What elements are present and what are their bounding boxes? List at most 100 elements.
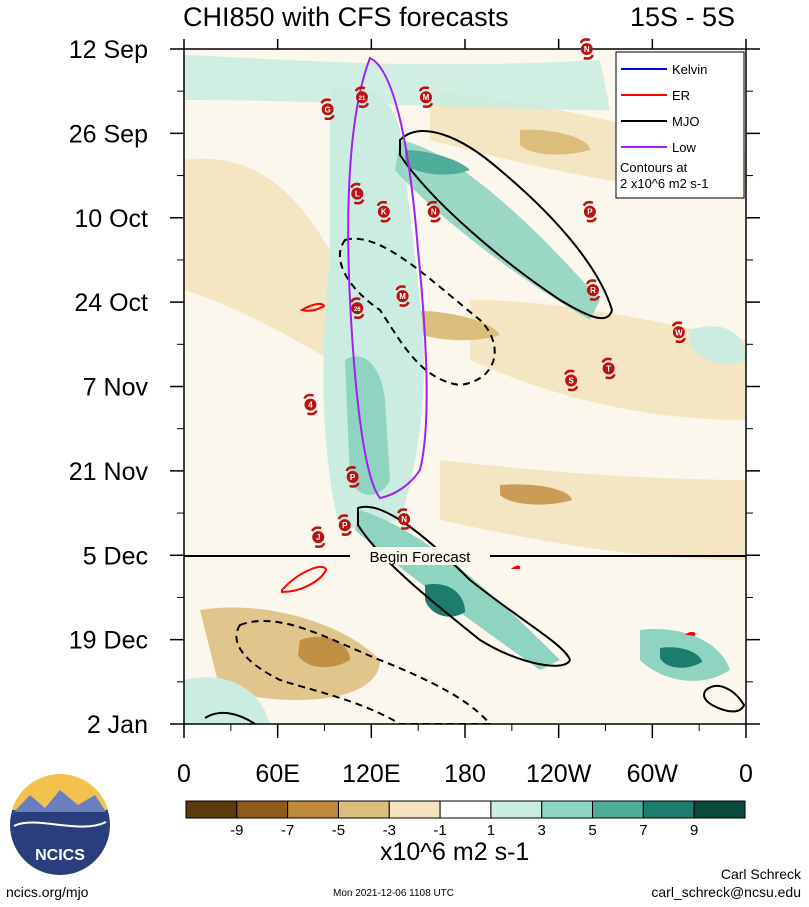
y-tick-label: 26 Sep: [69, 120, 148, 148]
forecast-label: Begin Forecast: [370, 549, 472, 566]
x-tick-label: 180: [444, 760, 486, 788]
storm-marker: G: [320, 98, 335, 121]
storm-marker: N: [579, 38, 594, 60]
storm-label: 21: [359, 96, 366, 102]
colorbar-label: 3: [538, 822, 546, 839]
storm-label: N: [401, 515, 407, 524]
legend-label: MJO: [672, 114, 699, 129]
colorbar-bin: [642, 800, 695, 819]
colorbar-bin: [592, 800, 644, 819]
storm-label: G: [325, 105, 331, 114]
suppressed-region: [500, 484, 572, 505]
storm-marker: N: [426, 200, 441, 223]
mjo-contour: [357, 505, 572, 667]
storm-label: W: [675, 328, 683, 337]
enhanced-region: [184, 677, 270, 724]
storm-label: N: [431, 208, 437, 217]
latitude-band-label: 15S - 5S: [630, 2, 736, 32]
legend-label: ER: [672, 88, 690, 103]
storm-marker: K: [376, 200, 391, 223]
forecast-label-bg: [350, 547, 490, 565]
author-email: carl_schreck@ncsu.edu: [651, 884, 801, 900]
x-tick-label: 60W: [627, 760, 679, 788]
colorbar-label: 1: [487, 822, 495, 839]
enhanced-region: [690, 326, 746, 365]
mjo-contour: [204, 711, 256, 724]
mjo-contour: [703, 685, 746, 713]
storm-label: L: [355, 190, 360, 199]
enhanced-region: [425, 584, 465, 617]
y-tick-label: 5 Dec: [83, 542, 148, 570]
enhanced-region: [405, 150, 470, 175]
storm-marker: 21: [354, 86, 370, 109]
low-contour: [347, 56, 428, 500]
y-tick-label: 12 Sep: [69, 36, 148, 64]
colorbar-bin: [541, 800, 594, 819]
ncics-logo: NCICS: [10, 774, 110, 875]
storm-label: M: [423, 93, 430, 102]
storm-label: S: [568, 376, 574, 385]
storm-label: P: [587, 208, 593, 217]
suppressed-region: [200, 607, 380, 700]
y-tick-label: 10 Oct: [74, 205, 148, 233]
x-tick-label: 0: [739, 760, 753, 788]
storm-label: 4: [308, 401, 313, 410]
colorbar-bin: [236, 800, 289, 819]
storm-marker: 4: [303, 393, 318, 416]
er-contour: [299, 302, 326, 312]
storm-label: 26: [354, 307, 361, 313]
suppressed-region: [520, 129, 590, 155]
x-tick-label: 0: [177, 760, 191, 788]
er-contour: [281, 565, 328, 594]
mjo-contour: [399, 130, 614, 320]
storm-marker: P: [582, 200, 598, 223]
chart-title: CHI850 with CFS forecasts: [183, 2, 509, 32]
colorbar-bin: [693, 800, 746, 819]
legend: Kelvin ER MJO Low Contours at 2 x10^6 m2 s-…: [615, 51, 745, 199]
legend-note-line2: 2 x10^6 m2 s-1: [620, 176, 708, 191]
er-contour: [510, 565, 521, 569]
colorbar-label: -1: [433, 822, 446, 839]
y-tick-label: 24 Oct: [74, 289, 148, 317]
storm-label: K: [381, 208, 387, 217]
er-contour: [684, 631, 696, 637]
colorbar-label: -3: [383, 822, 396, 839]
colorbar-label: -7: [281, 822, 294, 839]
logo-text: NCICS: [35, 847, 85, 864]
storm-label: M: [399, 292, 406, 301]
storm-marker: L: [350, 182, 365, 205]
enhanced-region: [184, 55, 610, 110]
storm-marker: J: [311, 526, 326, 548]
y-tick-label: 2 Jan: [87, 711, 148, 739]
colorbar-bin: [337, 800, 390, 819]
mjo-contour-negative: [235, 620, 492, 724]
enhanced-region: [395, 140, 600, 320]
storm-label: J: [316, 533, 320, 542]
colorbar: -9 -7 -5 -3 -1 1 3 5 7 9: [185, 800, 746, 839]
x-tick-label: 120E: [342, 760, 400, 788]
storm-marker: S: [563, 369, 579, 392]
colorbar-label: 5: [588, 822, 596, 839]
storm-marker: P: [345, 466, 360, 488]
storm-label: T: [606, 364, 611, 373]
storm-marker: P: [337, 514, 352, 536]
colorbar-label: -5: [332, 822, 345, 839]
x-axis-labels: 0 60E 120E 180 120W 60W 0: [177, 760, 753, 788]
mjo-contour-negative: [339, 237, 496, 387]
axis-ticks: [170, 39, 760, 738]
storm-markers: M 21 G L K N P R M 26 W T S 4 P N P J N: [303, 38, 687, 548]
storm-marker: T: [601, 357, 616, 380]
colorbar-label: -9: [230, 822, 243, 839]
y-tick-label: 21 Nov: [69, 458, 149, 486]
suppressed-region: [298, 636, 350, 668]
legend-note-line1: Contours at: [620, 160, 688, 175]
storm-label: R: [590, 286, 596, 295]
colorbar-bin: [490, 800, 543, 819]
storm-marker: W: [671, 321, 687, 344]
colorbar-label: 7: [639, 822, 647, 839]
storm-label: P: [350, 473, 356, 482]
colorbar-bin: [185, 800, 238, 819]
storm-label: N: [584, 45, 590, 54]
legend-label: Kelvin: [672, 62, 707, 77]
